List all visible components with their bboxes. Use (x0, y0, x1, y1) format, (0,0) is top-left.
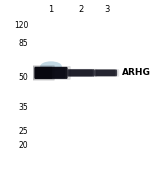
FancyBboxPatch shape (37, 68, 50, 77)
FancyBboxPatch shape (37, 68, 65, 78)
FancyBboxPatch shape (67, 69, 95, 76)
FancyBboxPatch shape (96, 70, 116, 76)
Text: ARHGEF5: ARHGEF5 (122, 68, 150, 77)
FancyBboxPatch shape (65, 69, 97, 77)
FancyBboxPatch shape (94, 69, 117, 76)
Text: 120: 120 (14, 21, 28, 30)
FancyBboxPatch shape (34, 67, 68, 79)
FancyBboxPatch shape (92, 69, 119, 77)
Text: 1: 1 (48, 4, 54, 14)
Text: 50: 50 (19, 73, 28, 82)
Text: 3: 3 (104, 4, 109, 14)
FancyBboxPatch shape (69, 69, 93, 76)
Ellipse shape (40, 61, 62, 71)
Text: 20: 20 (19, 141, 28, 150)
FancyBboxPatch shape (32, 65, 55, 80)
Text: 2: 2 (78, 4, 84, 14)
Text: 85: 85 (19, 39, 28, 48)
Text: 35: 35 (19, 103, 28, 112)
Text: 25: 25 (19, 127, 28, 136)
FancyBboxPatch shape (35, 67, 52, 79)
FancyBboxPatch shape (31, 66, 71, 80)
